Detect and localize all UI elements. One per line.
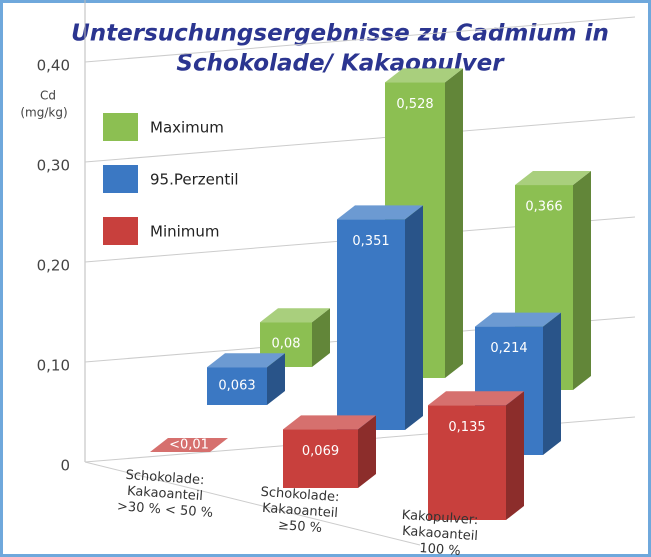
y-axis-label: (mg/kg) xyxy=(20,106,67,120)
value-label: 0,135 xyxy=(448,420,485,435)
y-tick-label: 0,40 xyxy=(37,57,70,75)
x-tick-label: ≥50 % xyxy=(278,518,323,536)
value-label: 0,08 xyxy=(272,337,301,352)
x-tick-label: Kakaoanteil xyxy=(402,524,479,544)
x-tick-label: Kakaoanteil xyxy=(127,484,204,504)
bar-side xyxy=(573,171,591,390)
bar-top xyxy=(260,308,330,323)
bar xyxy=(207,367,267,405)
legend-swatch xyxy=(103,165,138,193)
x-tick-label: Kakopulver: xyxy=(401,508,478,528)
bar-top xyxy=(428,391,524,406)
bar xyxy=(337,219,405,430)
bar-side xyxy=(445,68,463,378)
bar xyxy=(283,429,358,488)
x-tick-label: Kakaoanteil xyxy=(262,501,339,521)
x-tick-label: >30 % < 50 % xyxy=(117,499,214,521)
value-label: 0,366 xyxy=(525,200,562,215)
y-tick-label: 0,30 xyxy=(37,157,70,175)
bar-side xyxy=(358,415,376,488)
bar-top xyxy=(515,171,591,186)
bar-side xyxy=(312,308,330,367)
x-tick-label: Schokolade: xyxy=(260,485,340,505)
bar-top xyxy=(207,353,285,368)
value-label: 0,069 xyxy=(302,444,339,459)
legend-label: 95.Perzentil xyxy=(150,171,239,189)
grid-line xyxy=(84,16,636,63)
bar-top xyxy=(283,415,376,430)
value-label: 0,351 xyxy=(352,234,389,249)
bar-side xyxy=(267,353,285,405)
y-axis-label: Cd xyxy=(40,89,56,103)
bar xyxy=(428,405,506,520)
grid-line xyxy=(84,116,636,163)
bar-top xyxy=(385,68,463,83)
value-label: 0,528 xyxy=(396,97,433,112)
bar-side xyxy=(543,312,561,455)
legend-swatch xyxy=(103,217,138,245)
legend-label: Maximum xyxy=(150,119,224,137)
x-tick-label: Schokolade: xyxy=(125,468,205,488)
y-tick-label: 0,10 xyxy=(37,357,70,375)
legend-swatch xyxy=(103,113,138,141)
x-tick-label: 100 % xyxy=(419,541,461,557)
bar-top xyxy=(150,438,228,452)
bar-side xyxy=(405,205,423,430)
value-label: <0,01 xyxy=(169,438,209,453)
y-tick-label: 0,20 xyxy=(37,257,70,275)
legend-label: Minimum xyxy=(150,223,220,241)
y-tick-label: 0 xyxy=(60,457,70,475)
bar-top xyxy=(475,312,561,327)
chart-title: Untersuchungsergebnisse zu Cadmium in xyxy=(71,21,609,47)
bar-side xyxy=(506,391,524,520)
bar-top xyxy=(337,205,423,220)
value-label: 0,063 xyxy=(218,379,255,394)
value-label: 0,214 xyxy=(490,341,527,356)
floor-edge xyxy=(84,461,421,546)
